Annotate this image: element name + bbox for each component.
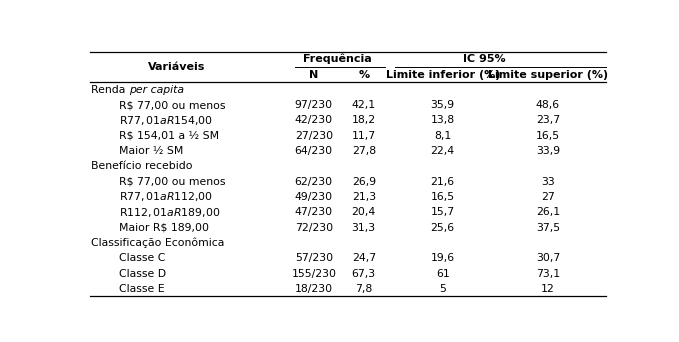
Text: 64/230: 64/230 xyxy=(295,146,333,156)
Text: per capita: per capita xyxy=(129,85,184,95)
Text: 31,3: 31,3 xyxy=(352,223,376,233)
Text: 5: 5 xyxy=(439,284,446,294)
Text: 24,7: 24,7 xyxy=(352,253,376,263)
Text: 49/230: 49/230 xyxy=(295,192,333,202)
Text: 47/230: 47/230 xyxy=(295,207,333,217)
Text: 27,8: 27,8 xyxy=(352,146,376,156)
Text: 33,9: 33,9 xyxy=(536,146,560,156)
Text: 35,9: 35,9 xyxy=(430,100,455,110)
Text: 61: 61 xyxy=(436,268,449,278)
Text: R$ 154,01 a ½ SM: R$ 154,01 a ½ SM xyxy=(119,131,219,141)
Text: Benefício recebido: Benefício recebido xyxy=(91,161,193,171)
Text: Classe E: Classe E xyxy=(119,284,165,294)
Text: 23,7: 23,7 xyxy=(536,116,560,126)
Text: 12: 12 xyxy=(541,284,555,294)
Text: Frequência: Frequência xyxy=(303,54,372,65)
Text: 26,1: 26,1 xyxy=(536,207,560,217)
Text: Classe D: Classe D xyxy=(119,268,166,278)
Text: 26,9: 26,9 xyxy=(352,177,376,187)
Text: 21,3: 21,3 xyxy=(352,192,376,202)
Text: IC 95%: IC 95% xyxy=(464,54,506,64)
Text: 15,7: 15,7 xyxy=(430,207,455,217)
Text: 18/230: 18/230 xyxy=(295,284,333,294)
Text: 57/230: 57/230 xyxy=(295,253,333,263)
Text: Limite inferior (%): Limite inferior (%) xyxy=(386,69,500,80)
Text: 21,6: 21,6 xyxy=(430,177,455,187)
Text: 20,4: 20,4 xyxy=(352,207,376,217)
Text: 37,5: 37,5 xyxy=(536,223,560,233)
Text: Maior R$ 189,00: Maior R$ 189,00 xyxy=(119,223,209,233)
Text: R$ 112,01 a R$189,00: R$ 112,01 a R$189,00 xyxy=(119,206,221,219)
Text: 42,1: 42,1 xyxy=(352,100,376,110)
Text: Variáveis: Variáveis xyxy=(148,62,206,72)
Text: 30,7: 30,7 xyxy=(536,253,560,263)
Text: Limite superior (%): Limite superior (%) xyxy=(488,69,608,80)
Text: 33: 33 xyxy=(541,177,555,187)
Text: 19,6: 19,6 xyxy=(430,253,455,263)
Text: 16,5: 16,5 xyxy=(536,131,560,141)
Text: N: N xyxy=(309,69,318,80)
Text: 7,8: 7,8 xyxy=(355,284,372,294)
Text: 73,1: 73,1 xyxy=(536,268,560,278)
Text: 27/230: 27/230 xyxy=(295,131,333,141)
Text: 27: 27 xyxy=(541,192,555,202)
Text: 25,6: 25,6 xyxy=(430,223,455,233)
Text: 22,4: 22,4 xyxy=(430,146,455,156)
Text: 16,5: 16,5 xyxy=(430,192,455,202)
Text: 11,7: 11,7 xyxy=(352,131,376,141)
Text: 62/230: 62/230 xyxy=(295,177,333,187)
Text: R$ 77,01 a R$154,00: R$ 77,01 a R$154,00 xyxy=(119,114,213,127)
Text: 18,2: 18,2 xyxy=(352,116,376,126)
Text: Renda: Renda xyxy=(91,85,129,95)
Text: 67,3: 67,3 xyxy=(352,268,376,278)
Text: 97/230: 97/230 xyxy=(295,100,333,110)
Text: R$ 77,01 a R$112,00: R$ 77,01 a R$112,00 xyxy=(119,190,213,203)
Text: R$ 77,00 ou menos: R$ 77,00 ou menos xyxy=(119,100,225,110)
Text: 155/230: 155/230 xyxy=(291,268,336,278)
Text: R$ 77,00 ou menos: R$ 77,00 ou menos xyxy=(119,177,225,187)
Text: Maior ½ SM: Maior ½ SM xyxy=(119,146,183,156)
Text: 13,8: 13,8 xyxy=(430,116,455,126)
Text: %: % xyxy=(359,69,369,80)
Text: 48,6: 48,6 xyxy=(536,100,560,110)
Text: 42/230: 42/230 xyxy=(295,116,333,126)
Text: Classe C: Classe C xyxy=(119,253,166,263)
Text: 8,1: 8,1 xyxy=(434,131,452,141)
Text: Classificação Econômica: Classificação Econômica xyxy=(91,238,225,248)
Text: 72/230: 72/230 xyxy=(295,223,333,233)
